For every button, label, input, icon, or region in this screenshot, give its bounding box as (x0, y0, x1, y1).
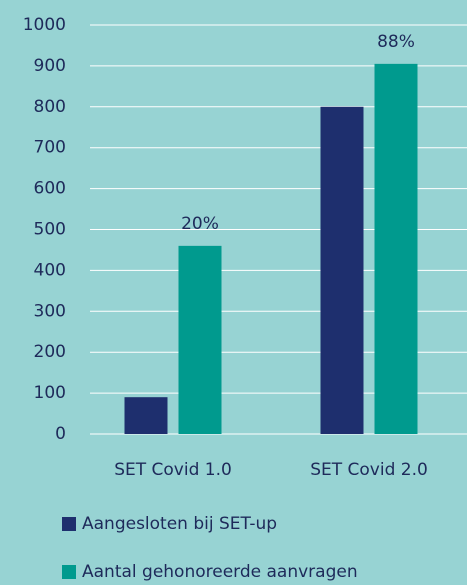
bar (374, 63, 418, 434)
y-tick-label: 0 (55, 424, 66, 444)
annotation: 88% (377, 32, 415, 52)
y-tick-label: 100 (34, 383, 66, 403)
y-tick-label: 500 (34, 220, 66, 240)
y-tick-label: 300 (34, 301, 66, 321)
y-tick-label: 800 (34, 97, 66, 117)
y-tick-label: 200 (34, 342, 66, 362)
y-tick-label: 600 (34, 179, 66, 199)
x-tick-label: SET Covid 2.0 (310, 460, 428, 480)
y-tick-label: 400 (34, 260, 66, 280)
y-tick-label: 900 (34, 56, 66, 76)
x-tick-label: SET Covid 1.0 (114, 460, 232, 480)
legend-swatch (62, 517, 76, 531)
legend-label: Aantal gehonoreerde aanvragen (82, 562, 358, 582)
legend-label: Aangesloten bij SET-up (82, 514, 277, 534)
legend-swatch (62, 565, 76, 579)
y-tick-label: 700 (34, 138, 66, 158)
annotation: 20% (181, 214, 219, 234)
bar (178, 245, 222, 434)
bar (124, 397, 168, 434)
y-tick-label: 1000 (23, 15, 66, 35)
bar (320, 106, 364, 435)
